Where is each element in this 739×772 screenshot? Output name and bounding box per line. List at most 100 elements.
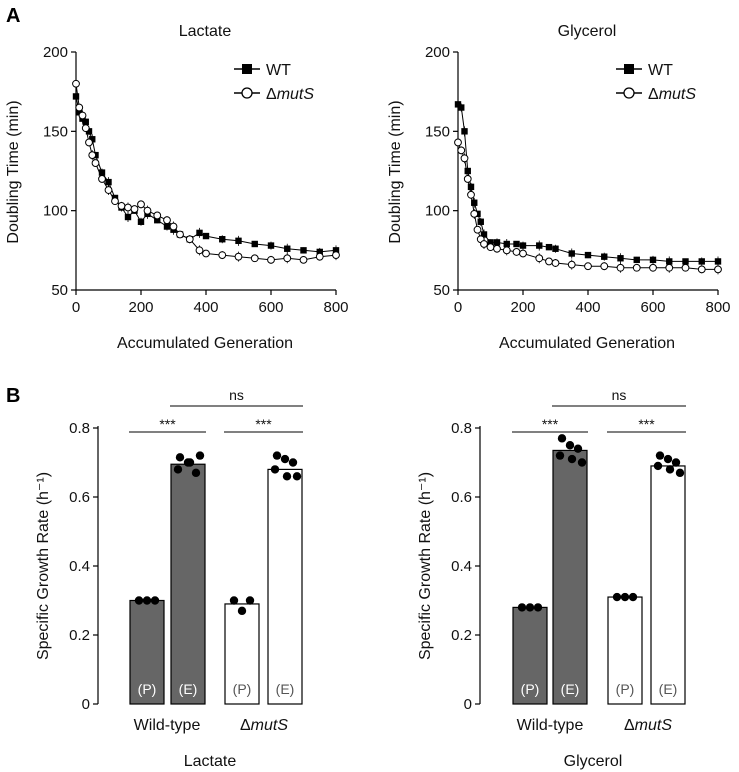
- data-point-mutS: [600, 262, 609, 271]
- data-point-mutS: [502, 246, 511, 255]
- data-point: [292, 472, 302, 481]
- data-point-mutS: [665, 263, 674, 272]
- data-point-wt: [493, 239, 501, 246]
- data-point: [229, 596, 239, 605]
- data-point: [557, 434, 567, 443]
- bar: [267, 468, 303, 705]
- data-point: [663, 454, 673, 464]
- data-point-wt: [105, 178, 112, 186]
- data-point: [270, 465, 280, 474]
- chart-title: Glycerol: [558, 23, 617, 40]
- bar: [607, 596, 643, 705]
- data-point-wt: [163, 223, 171, 230]
- data-point-wt: [714, 258, 722, 265]
- data-point-wt: [464, 167, 471, 175]
- data-point: [577, 458, 587, 467]
- data-point-mutS: [137, 200, 145, 209]
- data-point-mutS: [473, 225, 482, 234]
- data-point: [280, 454, 290, 464]
- data-point: [565, 441, 575, 450]
- data-point-wt: [202, 232, 210, 240]
- ns-label: ns: [229, 387, 244, 403]
- y-tick-label: 200: [425, 44, 450, 61]
- y-tick-label: 100: [43, 203, 68, 220]
- panel-letter-b: B: [6, 385, 20, 407]
- data-point-mutS: [169, 222, 178, 231]
- x-axis-title: Accumulated Generation: [499, 335, 675, 352]
- data-point-wt: [124, 213, 132, 221]
- data-point: [191, 468, 201, 478]
- data-point-mutS: [315, 252, 324, 261]
- legend-marker-wt: [242, 64, 252, 74]
- y-tick-label: 0.8: [451, 420, 472, 437]
- bar-label: (P): [233, 681, 252, 697]
- legend-label-mutS-gene: mutS: [277, 86, 315, 103]
- group-label: ΔmutS: [624, 717, 672, 734]
- data-point-wt: [458, 104, 465, 111]
- bar: [552, 449, 588, 705]
- data-point-wt: [454, 101, 462, 108]
- y-tick-label: 150: [425, 123, 450, 140]
- group-label: Wild-type: [517, 717, 584, 734]
- data-point: [272, 451, 282, 460]
- ns-label: ns: [612, 387, 627, 403]
- data-point-mutS: [91, 159, 100, 167]
- data-point-mutS: [163, 216, 171, 225]
- data-point: [671, 458, 681, 467]
- data-point: [173, 465, 183, 474]
- data-point-mutS: [283, 254, 292, 263]
- data-point: [655, 451, 665, 460]
- data-point-wt: [98, 169, 106, 176]
- lactate-growth-rate-chart: Lactate Specific Growth Rate (h⁻¹) 0 0.2 0…: [35, 387, 303, 770]
- bar-label: (E): [276, 681, 295, 697]
- data-point: [555, 451, 565, 460]
- data-point-wt: [219, 236, 226, 243]
- legend-label-wt: WT: [266, 62, 291, 79]
- group-label-gene: mutS: [635, 717, 673, 734]
- y-tick-label: 0.8: [69, 420, 90, 437]
- glycerol-growth-rate-chart: Glycerol Specific Growth Rate (h⁻¹) 0 0.2…: [417, 387, 686, 770]
- data-point-mutS: [111, 197, 119, 206]
- group-label: Wild-type: [134, 717, 201, 734]
- data-point-mutS: [81, 124, 90, 133]
- x-tick-label: 600: [640, 299, 665, 316]
- data-point-mutS: [584, 262, 592, 271]
- x-tick-label: 0: [454, 299, 462, 316]
- x-tick-label: 800: [323, 299, 348, 316]
- legend-label-mutS-prefix: Δ: [266, 86, 277, 103]
- x-axis-title: Accumulated Generation: [117, 335, 293, 352]
- data-point: [517, 603, 527, 612]
- data-point-wt: [617, 255, 624, 262]
- legend-label-mutS-gene: mutS: [659, 86, 697, 103]
- data-point: [245, 596, 255, 605]
- data-point-mutS: [153, 211, 162, 220]
- panel-letter-a: A: [6, 5, 20, 27]
- data-point-wt: [316, 248, 323, 256]
- y-tick-label: 0: [82, 696, 90, 713]
- data-point: [665, 465, 675, 474]
- data-point: [567, 454, 577, 464]
- data-point-wt: [698, 258, 705, 265]
- group-label-prefix: Δ: [624, 717, 635, 734]
- data-point-wt: [461, 128, 468, 135]
- data-point: [620, 592, 630, 602]
- data-point-mutS: [519, 249, 527, 258]
- data-point-wt: [503, 240, 510, 248]
- group-label-gene: mutS: [251, 717, 289, 734]
- y-tick-label: 0.2: [451, 627, 472, 644]
- data-point-mutS: [535, 254, 544, 263]
- data-point-wt: [235, 237, 242, 245]
- data-point-mutS: [467, 190, 475, 199]
- data-point-mutS: [176, 230, 184, 239]
- data-point-wt: [601, 253, 608, 260]
- data-point-wt: [584, 251, 592, 259]
- data-point: [675, 468, 685, 478]
- data-point-wt: [251, 240, 258, 248]
- significance-label: ***: [159, 416, 176, 432]
- data-point-wt: [477, 218, 484, 225]
- y-axis-title: Doubling Time (min): [5, 100, 22, 243]
- legend: WT ΔmutS: [616, 62, 696, 103]
- data-point-mutS: [649, 263, 657, 272]
- group-label: ΔmutS: [240, 717, 288, 734]
- data-point-mutS: [714, 265, 722, 274]
